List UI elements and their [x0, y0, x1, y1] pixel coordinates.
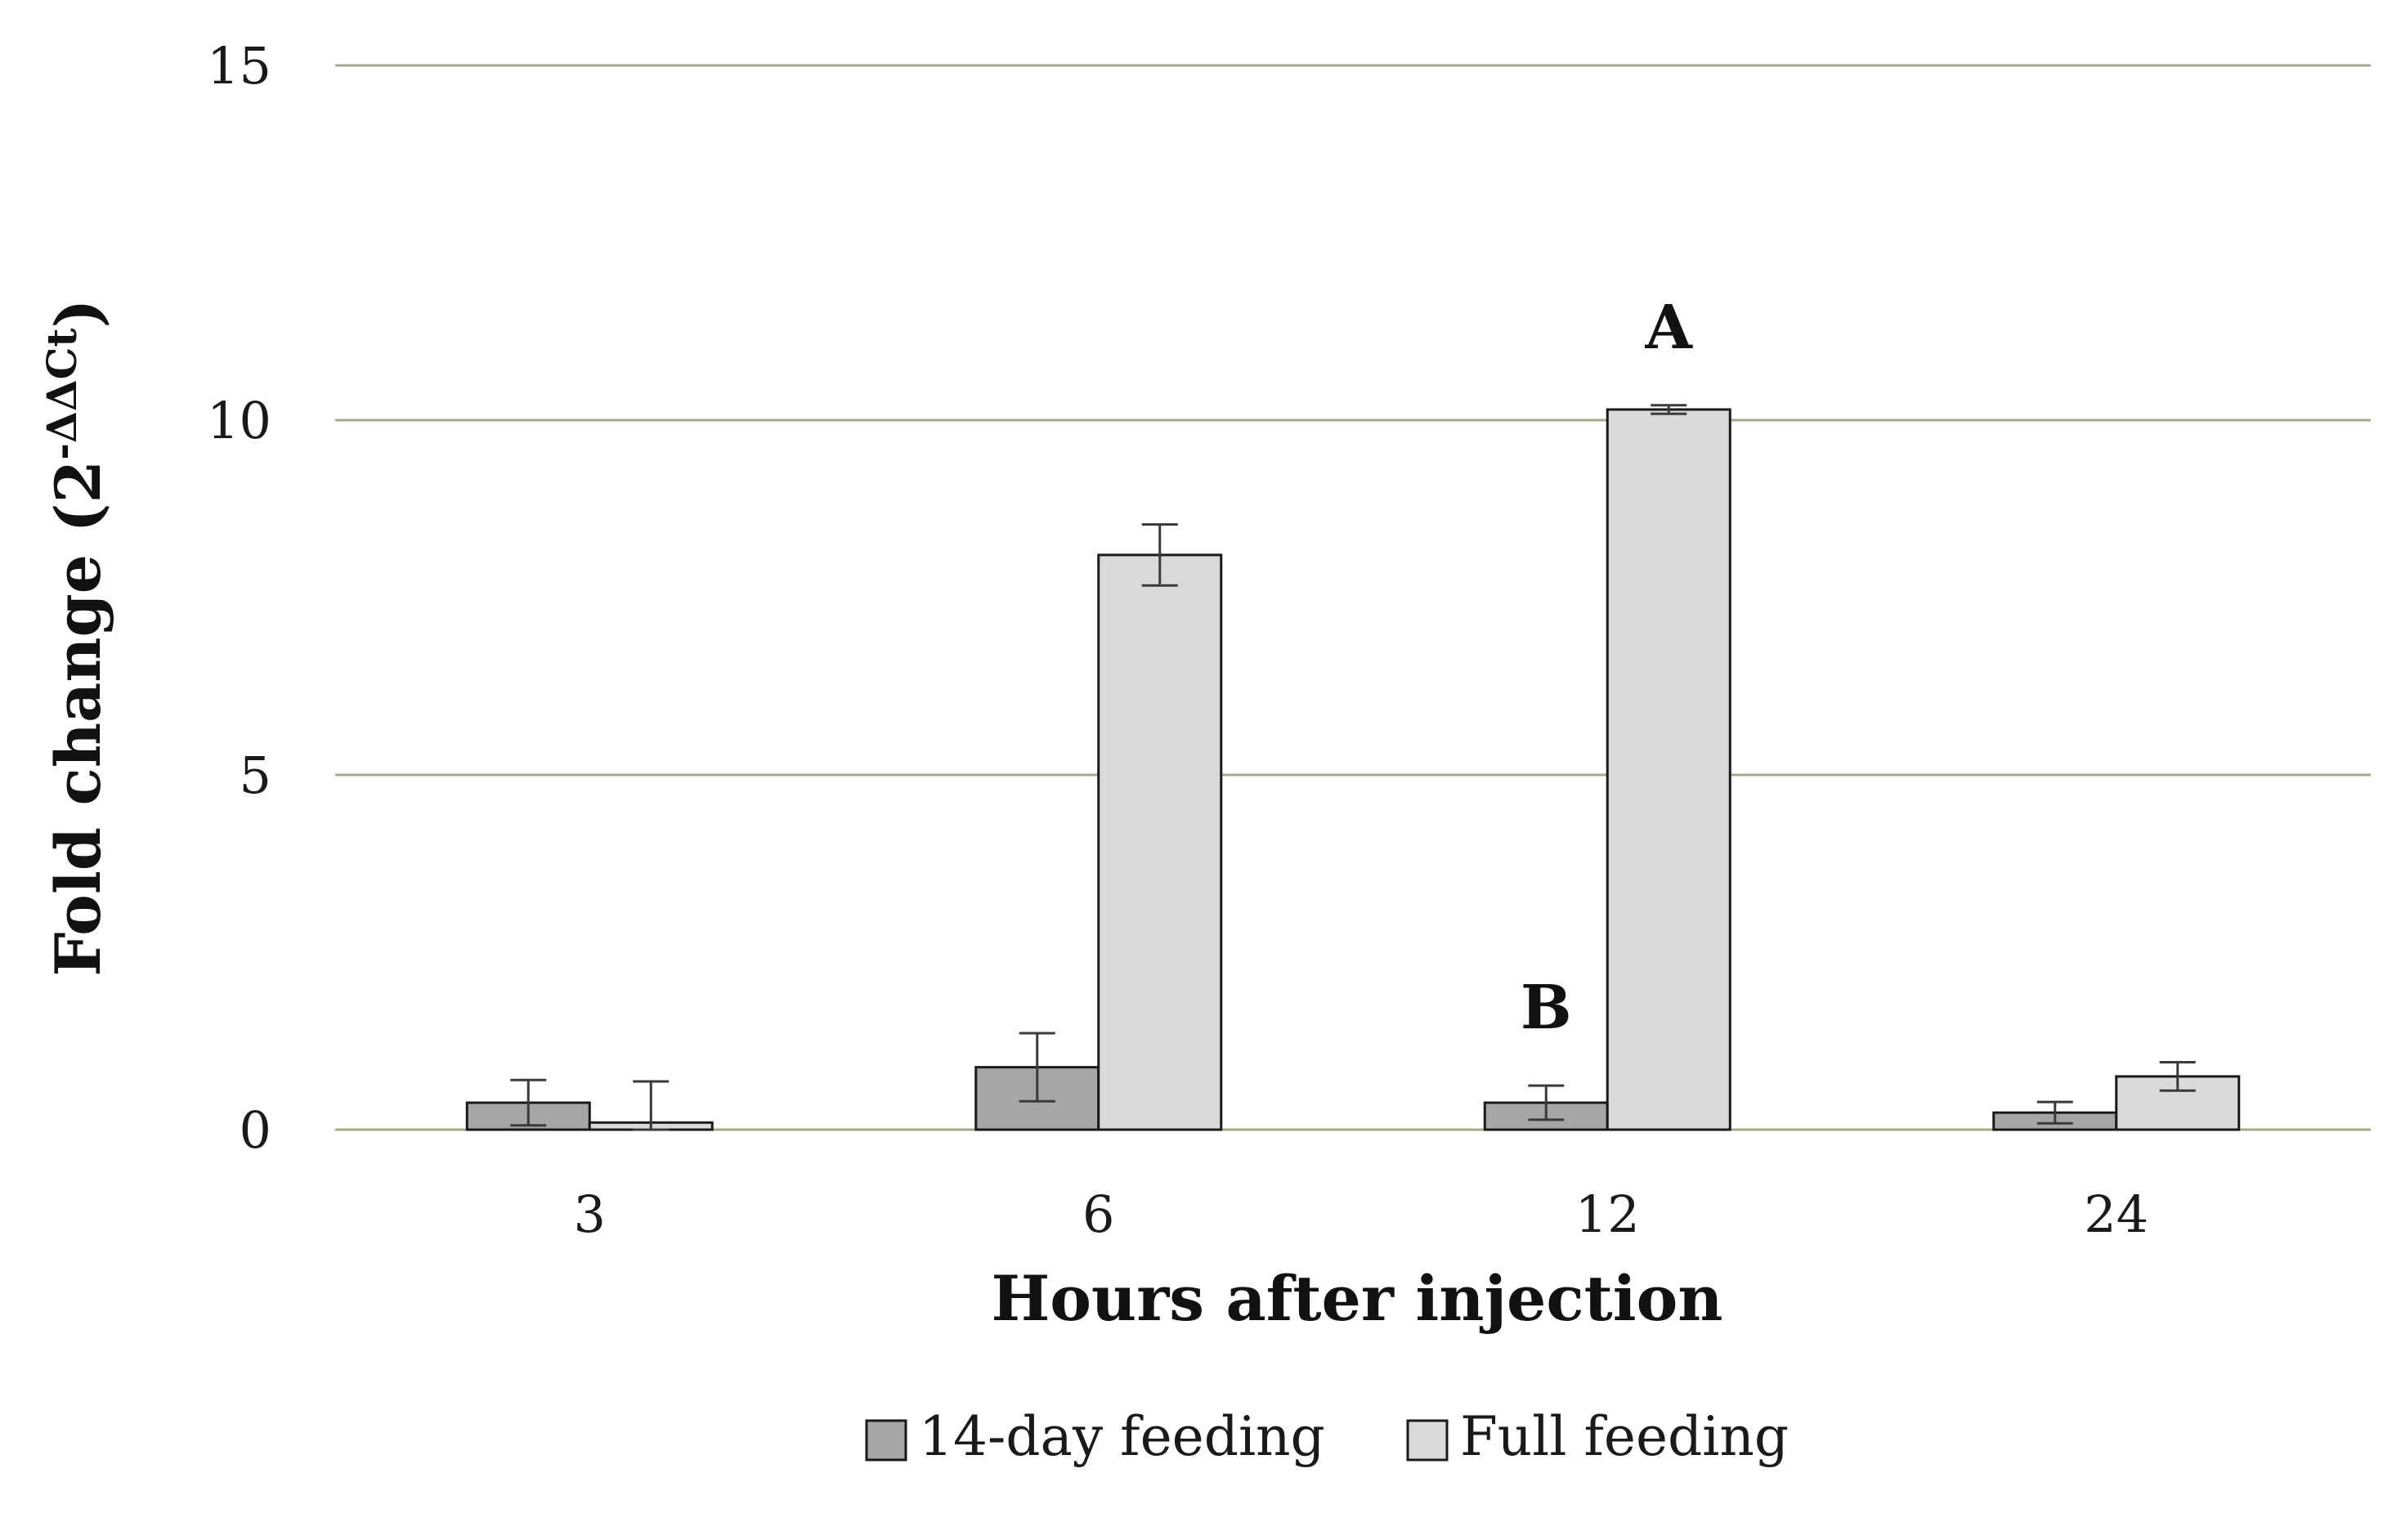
y-tick-label-5: 5 [240, 745, 271, 805]
y-tick-label-0: 0 [240, 1100, 271, 1160]
legend-label-full: Full feeding [1460, 1405, 1789, 1468]
error-bar-fourteen-day-6 [1019, 1032, 1055, 1103]
error-bar-full-6 [1141, 523, 1178, 587]
x-tick-label-12: 12 [1575, 1184, 1640, 1244]
annotation-B: B [1521, 973, 1572, 1043]
annotations: AB [1521, 293, 1694, 1043]
y-tick-label-15: 15 [207, 36, 271, 96]
legend-swatch-fourteen-day [865, 1419, 907, 1462]
legend: 14-day feeding Full feeding [865, 1405, 1789, 1468]
bar-full-12 [1606, 408, 1731, 1131]
legend-label-fourteen-day: 14-day feeding [919, 1405, 1325, 1468]
error-bar-fourteen-day-24 [2036, 1100, 2073, 1125]
gridlines [335, 64, 2371, 1131]
legend-swatch-full [1406, 1419, 1449, 1462]
y-tick-labels: 0 5 10 15 [207, 36, 271, 1160]
x-tick-label-24: 24 [2084, 1184, 2148, 1244]
error-bars [510, 404, 2196, 1131]
annotation-A: A [1645, 293, 1694, 363]
y-axis-title: Fold change (2-ΔΔCt) [38, 299, 115, 977]
error-bar-full-3 [633, 1080, 670, 1131]
bars [465, 408, 2241, 1131]
y-tick-label-10: 10 [207, 391, 271, 450]
x-axis-title: Hours after injection [991, 1262, 1722, 1335]
error-bar-full-24 [2159, 1061, 2196, 1092]
error-bar-fourteen-day-12 [1528, 1084, 1565, 1121]
y-axis-title-superscript: -ΔΔCt [38, 328, 86, 459]
y-axis-title-close: ) [42, 299, 114, 329]
x-tick-label-6: 6 [1082, 1184, 1114, 1244]
bar-full-6 [1097, 553, 1223, 1131]
x-tick-labels: 3 6 12 24 [574, 1184, 2149, 1244]
error-bar-full-12 [1651, 404, 1687, 415]
error-bar-fourteen-day-3 [510, 1078, 547, 1127]
x-tick-label-3: 3 [574, 1184, 606, 1244]
y-axis-title-main: Fold change (2 [42, 460, 114, 977]
